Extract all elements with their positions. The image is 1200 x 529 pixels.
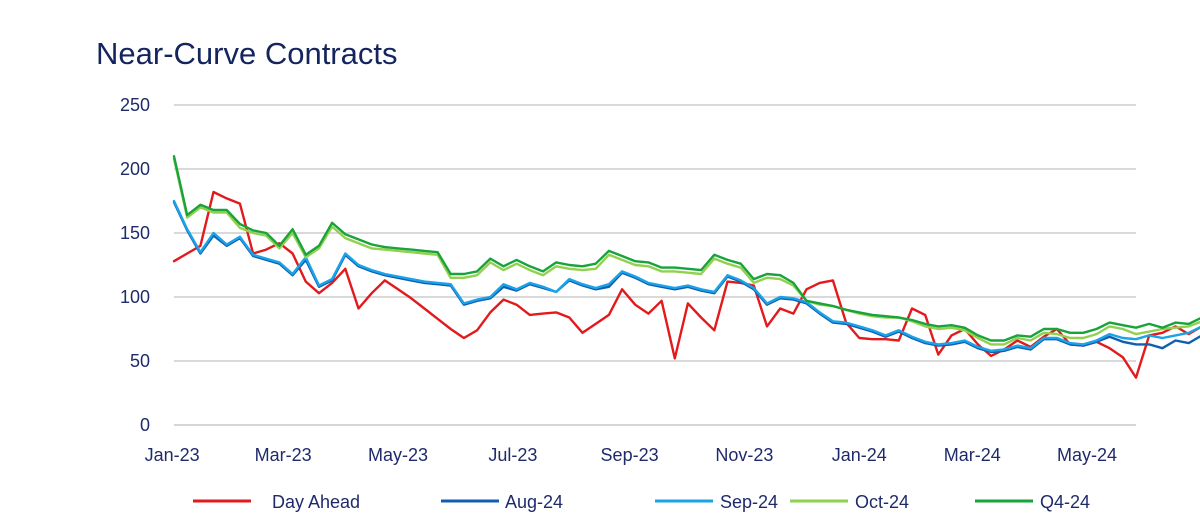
x-tick-label: Mar-23: [255, 445, 312, 465]
x-tick-label: Nov-23: [715, 445, 773, 465]
series-line-oct-24: [172, 157, 1200, 346]
y-tick-label: 0: [140, 415, 150, 435]
legend: Day Ahead Aug-24 Sep-24 Oct-24 Q4-24: [193, 492, 1090, 512]
y-tick-label: 200: [120, 159, 150, 179]
series-line-q4-24: [172, 154, 1200, 342]
x-axis-ticks: Jan-23 Mar-23 May-23 Jul-23 Sep-23 Nov-23 Jan-…: [145, 445, 1117, 465]
x-tick-label: May-23: [368, 445, 428, 465]
grid-lines: [174, 104, 1136, 362]
x-tick-label: Mar-24: [944, 445, 1001, 465]
x-tick-label: May-24: [1057, 445, 1117, 465]
y-axis-ticks: 0 50 100 150 200 250: [120, 95, 150, 435]
y-tick-label: 100: [120, 287, 150, 307]
series-lines: [172, 154, 1200, 379]
x-tick-label: Jan-24: [832, 445, 887, 465]
x-tick-label: Jul-23: [488, 445, 537, 465]
x-tick-label: Jan-23: [145, 445, 200, 465]
legend-label-aug-24: Aug-24: [505, 492, 563, 512]
legend-label-day-ahead: Day Ahead: [272, 492, 360, 512]
series-line-sep-24: [172, 199, 1200, 352]
y-tick-label: 150: [120, 223, 150, 243]
y-tick-label: 50: [130, 351, 150, 371]
legend-label-q4-24: Q4-24: [1040, 492, 1090, 512]
chart-title: Near-Curve Contracts: [96, 36, 398, 71]
legend-label-sep-24: Sep-24: [720, 492, 778, 512]
y-tick-label: 250: [120, 95, 150, 115]
legend-label-oct-24: Oct-24: [855, 492, 909, 512]
x-tick-label: Sep-23: [601, 445, 659, 465]
